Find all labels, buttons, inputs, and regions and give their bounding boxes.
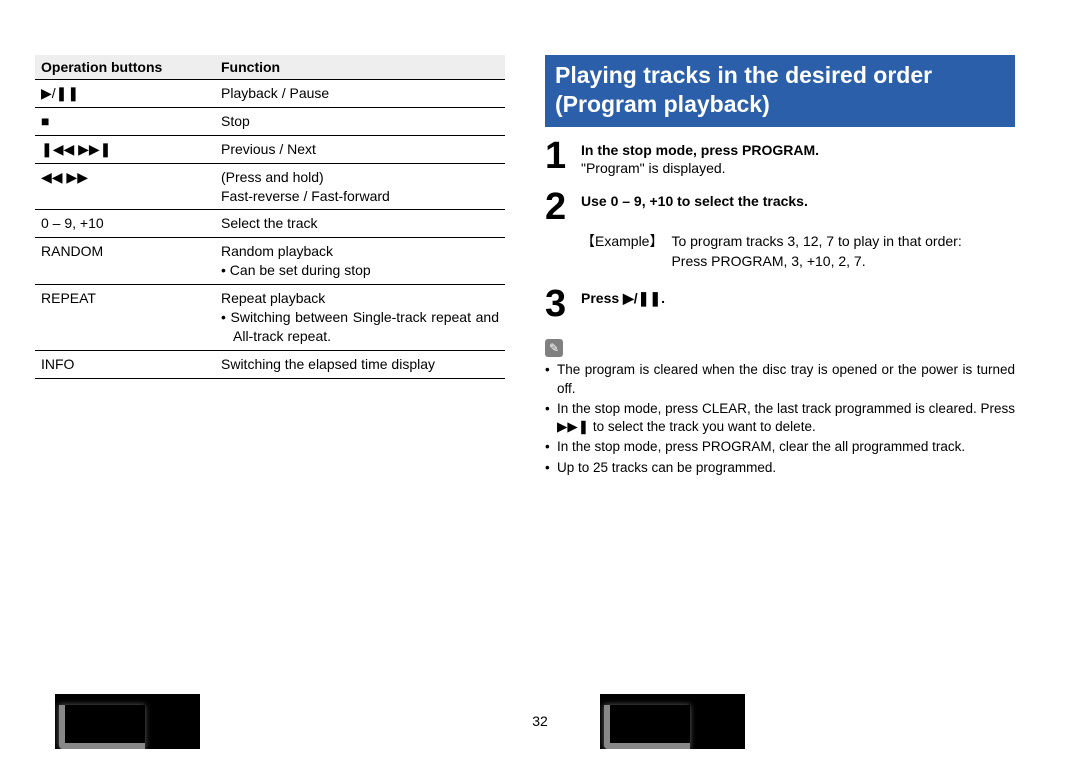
button-cell: ▶/❚❚	[35, 80, 215, 108]
function-cell: Select the track	[215, 210, 505, 238]
operation-table-section: Operation buttons Function ▶/❚❚Playback …	[35, 55, 505, 479]
table-row: RANDOMRandom playback• Can be set during…	[35, 238, 505, 285]
footer-thumbnail-left	[55, 694, 200, 749]
table-row: INFOSwitching the elapsed time display	[35, 350, 505, 378]
col-header-function: Function	[215, 55, 505, 80]
function-cell: Switching the elapsed time display	[215, 350, 505, 378]
function-cell: Stop	[215, 107, 505, 135]
step-1: 1 In the stop mode, press PROGRAM. "Prog…	[545, 137, 1015, 179]
section-banner: Playing tracks in the desired order (Pro…	[545, 55, 1015, 127]
function-cell: Repeat playback• Switching between Singl…	[215, 285, 505, 351]
button-cell: REPEAT	[35, 285, 215, 351]
example-label: 【Example】	[581, 232, 663, 271]
function-cell: (Press and hold)Fast-reverse / Fast-forw…	[215, 163, 505, 210]
step-title: Press ▶/❚❚.	[581, 290, 665, 306]
example-line2: Press PROGRAM, 3, +10, 2, 7.	[671, 253, 865, 269]
banner-line1: Playing tracks in the desired order	[555, 61, 1005, 90]
table-row: ▶/❚❚Playback / Pause	[35, 80, 505, 108]
note-item: In the stop mode, press CLEAR, the last …	[545, 400, 1015, 436]
example-line1: To program tracks 3, 12, 7 to play in th…	[671, 233, 961, 249]
step-title: Use 0 – 9, +10 to select the tracks.	[581, 193, 808, 209]
table-row: ■Stop	[35, 107, 505, 135]
button-cell: INFO	[35, 350, 215, 378]
table-row: 0 – 9, +10Select the track	[35, 210, 505, 238]
note-item: In the stop mode, press PROGRAM, clear t…	[545, 438, 1015, 456]
note-icon: ✎	[545, 339, 563, 357]
step-desc: "Program" is displayed.	[581, 160, 726, 176]
note-item: Up to 25 tracks can be programmed.	[545, 459, 1015, 477]
table-row: REPEATRepeat playback• Switching between…	[35, 285, 505, 351]
step-title: In the stop mode, press PROGRAM.	[581, 142, 819, 158]
table-row: ❚◀◀ ▶▶❚Previous / Next	[35, 135, 505, 163]
program-playback-section: Playing tracks in the desired order (Pro…	[545, 55, 1015, 479]
button-cell: ◀◀ ▶▶	[35, 163, 215, 210]
banner-line2: (Program playback)	[555, 90, 1005, 119]
button-cell: ❚◀◀ ▶▶❚	[35, 135, 215, 163]
step-number: 1	[545, 137, 581, 179]
step-number: 2	[545, 188, 581, 226]
col-header-buttons: Operation buttons	[35, 55, 215, 80]
button-cell: 0 – 9, +10	[35, 210, 215, 238]
example-block: 【Example】 To program tracks 3, 12, 7 to …	[581, 232, 1015, 271]
note-item: The program is cleared when the disc tra…	[545, 361, 1015, 397]
button-cell: RANDOM	[35, 238, 215, 285]
step-number: 3	[545, 285, 581, 323]
button-cell: ■	[35, 107, 215, 135]
operation-buttons-table: Operation buttons Function ▶/❚❚Playback …	[35, 55, 505, 379]
function-cell: Random playback• Can be set during stop	[215, 238, 505, 285]
function-cell: Previous / Next	[215, 135, 505, 163]
step-2: 2 Use 0 – 9, +10 to select the tracks.	[545, 188, 1015, 226]
step-3: 3 Press ▶/❚❚.	[545, 285, 1015, 323]
function-cell: Playback / Pause	[215, 80, 505, 108]
footer-thumbnail-right	[600, 694, 745, 749]
table-row: ◀◀ ▶▶(Press and hold)Fast-reverse / Fast…	[35, 163, 505, 210]
notes-list: The program is cleared when the disc tra…	[545, 361, 1015, 476]
